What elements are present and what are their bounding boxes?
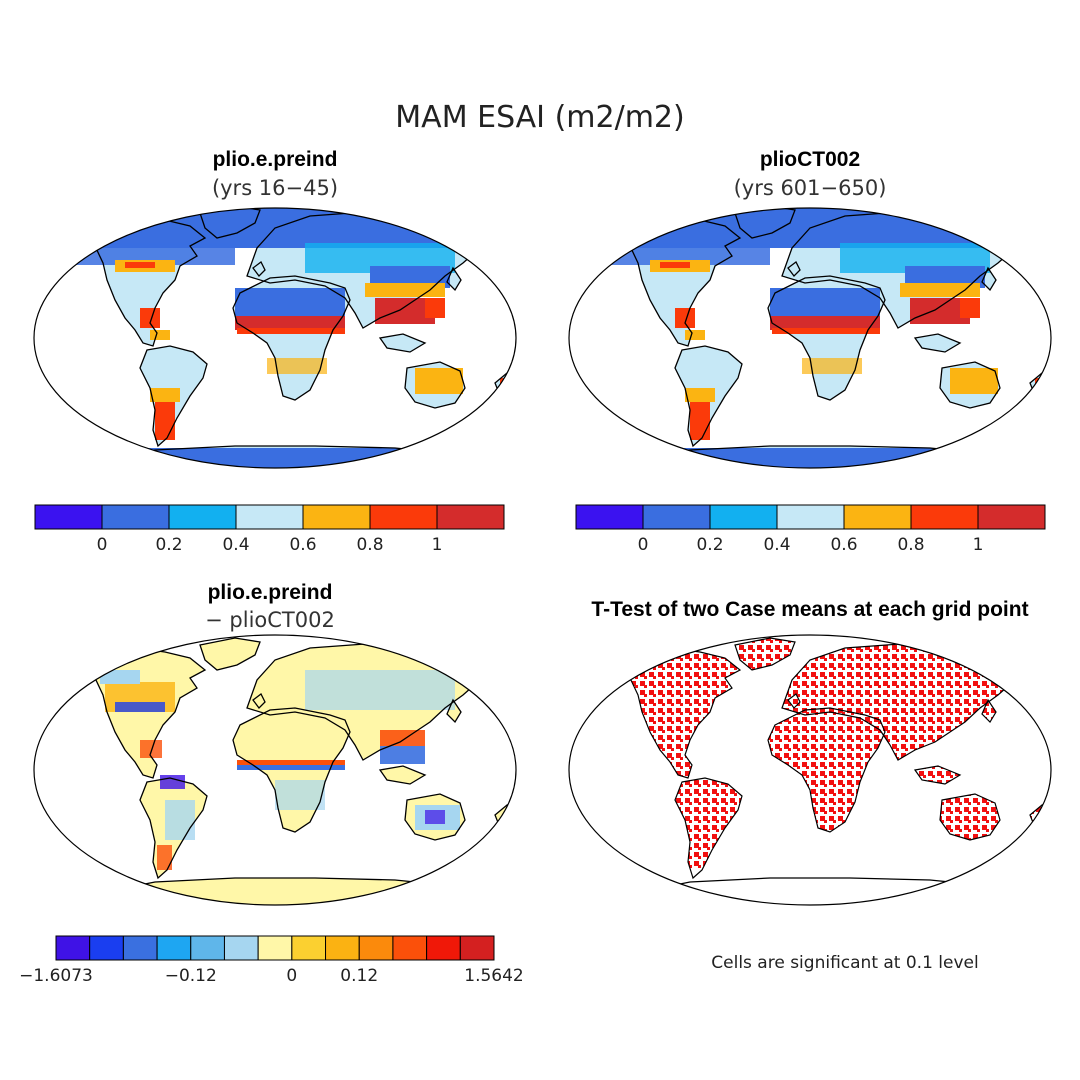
map-border [568,634,1052,906]
panel-title: T-Test of two Case means at each grid po… [591,598,1028,621]
colorbar-swatch [426,935,461,961]
colorbar-tick-label: −1.6073 [19,966,93,986]
colorbar-swatch [459,935,495,961]
colorbar-tick-label: 0.2 [155,535,182,555]
colorbar-swatch [910,504,979,530]
colorbar-swatch [190,935,225,961]
colorbar-tick-label: 0.4 [763,535,790,555]
colorbar-swatch [392,935,428,961]
colorbar-swatch [302,504,371,530]
colorbar-swatch [34,504,103,530]
colorbar-swatch [369,504,438,530]
colorbar-swatch [358,935,394,961]
panel-ttest: T-Test of two Case means at each grid po… [568,598,1052,906]
colorbar-tick-label: 1 [432,535,443,555]
colorbar-tick-label: 0.4 [222,535,249,555]
map-diff [33,634,517,906]
panel-subtitle: (yrs 16−45) [212,176,338,200]
colorbar-swatch [642,504,711,530]
colorbar-swatch [235,504,304,530]
colorbar-swatch [168,504,237,530]
colorbar-tick-label: 0.6 [830,535,857,555]
colorbar-swatch [709,504,778,530]
colorbar-swatch [776,504,845,530]
colorbar-tick-label: 0.6 [289,535,316,555]
colorbar-swatch [55,935,91,961]
panel-ct002: plioCT002 (yrs 601−650) [568,148,1052,469]
colorbar-swatch [122,935,158,961]
colorbar-swatch [223,935,259,961]
colorbar-esai-right: 0 0.2 0.4 0.6 0.8 1 [575,504,1046,555]
colorbar-tick-label: 0.8 [356,535,383,555]
colorbar-tick-label: 0 [286,966,297,986]
colorbar-swatch [156,935,192,961]
map-border [568,207,1052,469]
colorbar-swatch [325,935,360,961]
map-ttest [568,634,1052,906]
colorbar-swatch [843,504,912,530]
colorbar-swatch [291,935,327,961]
colorbar-swatch [89,935,124,961]
colorbar-swatch [977,504,1046,530]
colorbar-tick-label: 0.8 [897,535,924,555]
significance-note: Cells are significant at 0.1 level [711,953,978,973]
map-ct002 [568,207,1052,469]
colorbar-tick-label: 0 [97,535,108,555]
colorbar-diff: −1.6073 −0.12 0 0.12 1.5642 [19,935,524,986]
colorbar-swatch [101,504,170,530]
colorbar-tick-label: 1.5642 [464,966,523,986]
map-border [33,634,517,906]
colorbar-swatch [257,935,293,961]
colorbar-swatch [436,504,505,530]
figure-title: MAM ESAI (m2/m2) [395,100,684,135]
panel-diff: plio.e.preind − plioCT002 [33,581,517,906]
panel-title: plio.e.preind [213,148,338,171]
colorbar-tick-label: 0 [638,535,649,555]
colorbar-tick-label: 0.12 [340,966,378,986]
panel-title: plioCT002 [760,148,860,171]
panel-title: plio.e.preind [208,581,333,604]
map-preind [33,207,517,469]
panel-subtitle: − plioCT002 [205,608,335,632]
colorbar-tick-label: −0.12 [165,966,217,986]
panel-subtitle: (yrs 601−650) [734,176,887,200]
colorbar-tick-label: 0.2 [696,535,723,555]
colorbar-swatch [575,504,644,530]
colorbar-tick-label: 1 [973,535,984,555]
panel-preind: plio.e.preind (yrs 16−45) [33,148,517,469]
map-border [33,207,517,469]
colorbar-esai-left: 0 0.2 0.4 0.6 0.8 1 [34,504,505,555]
